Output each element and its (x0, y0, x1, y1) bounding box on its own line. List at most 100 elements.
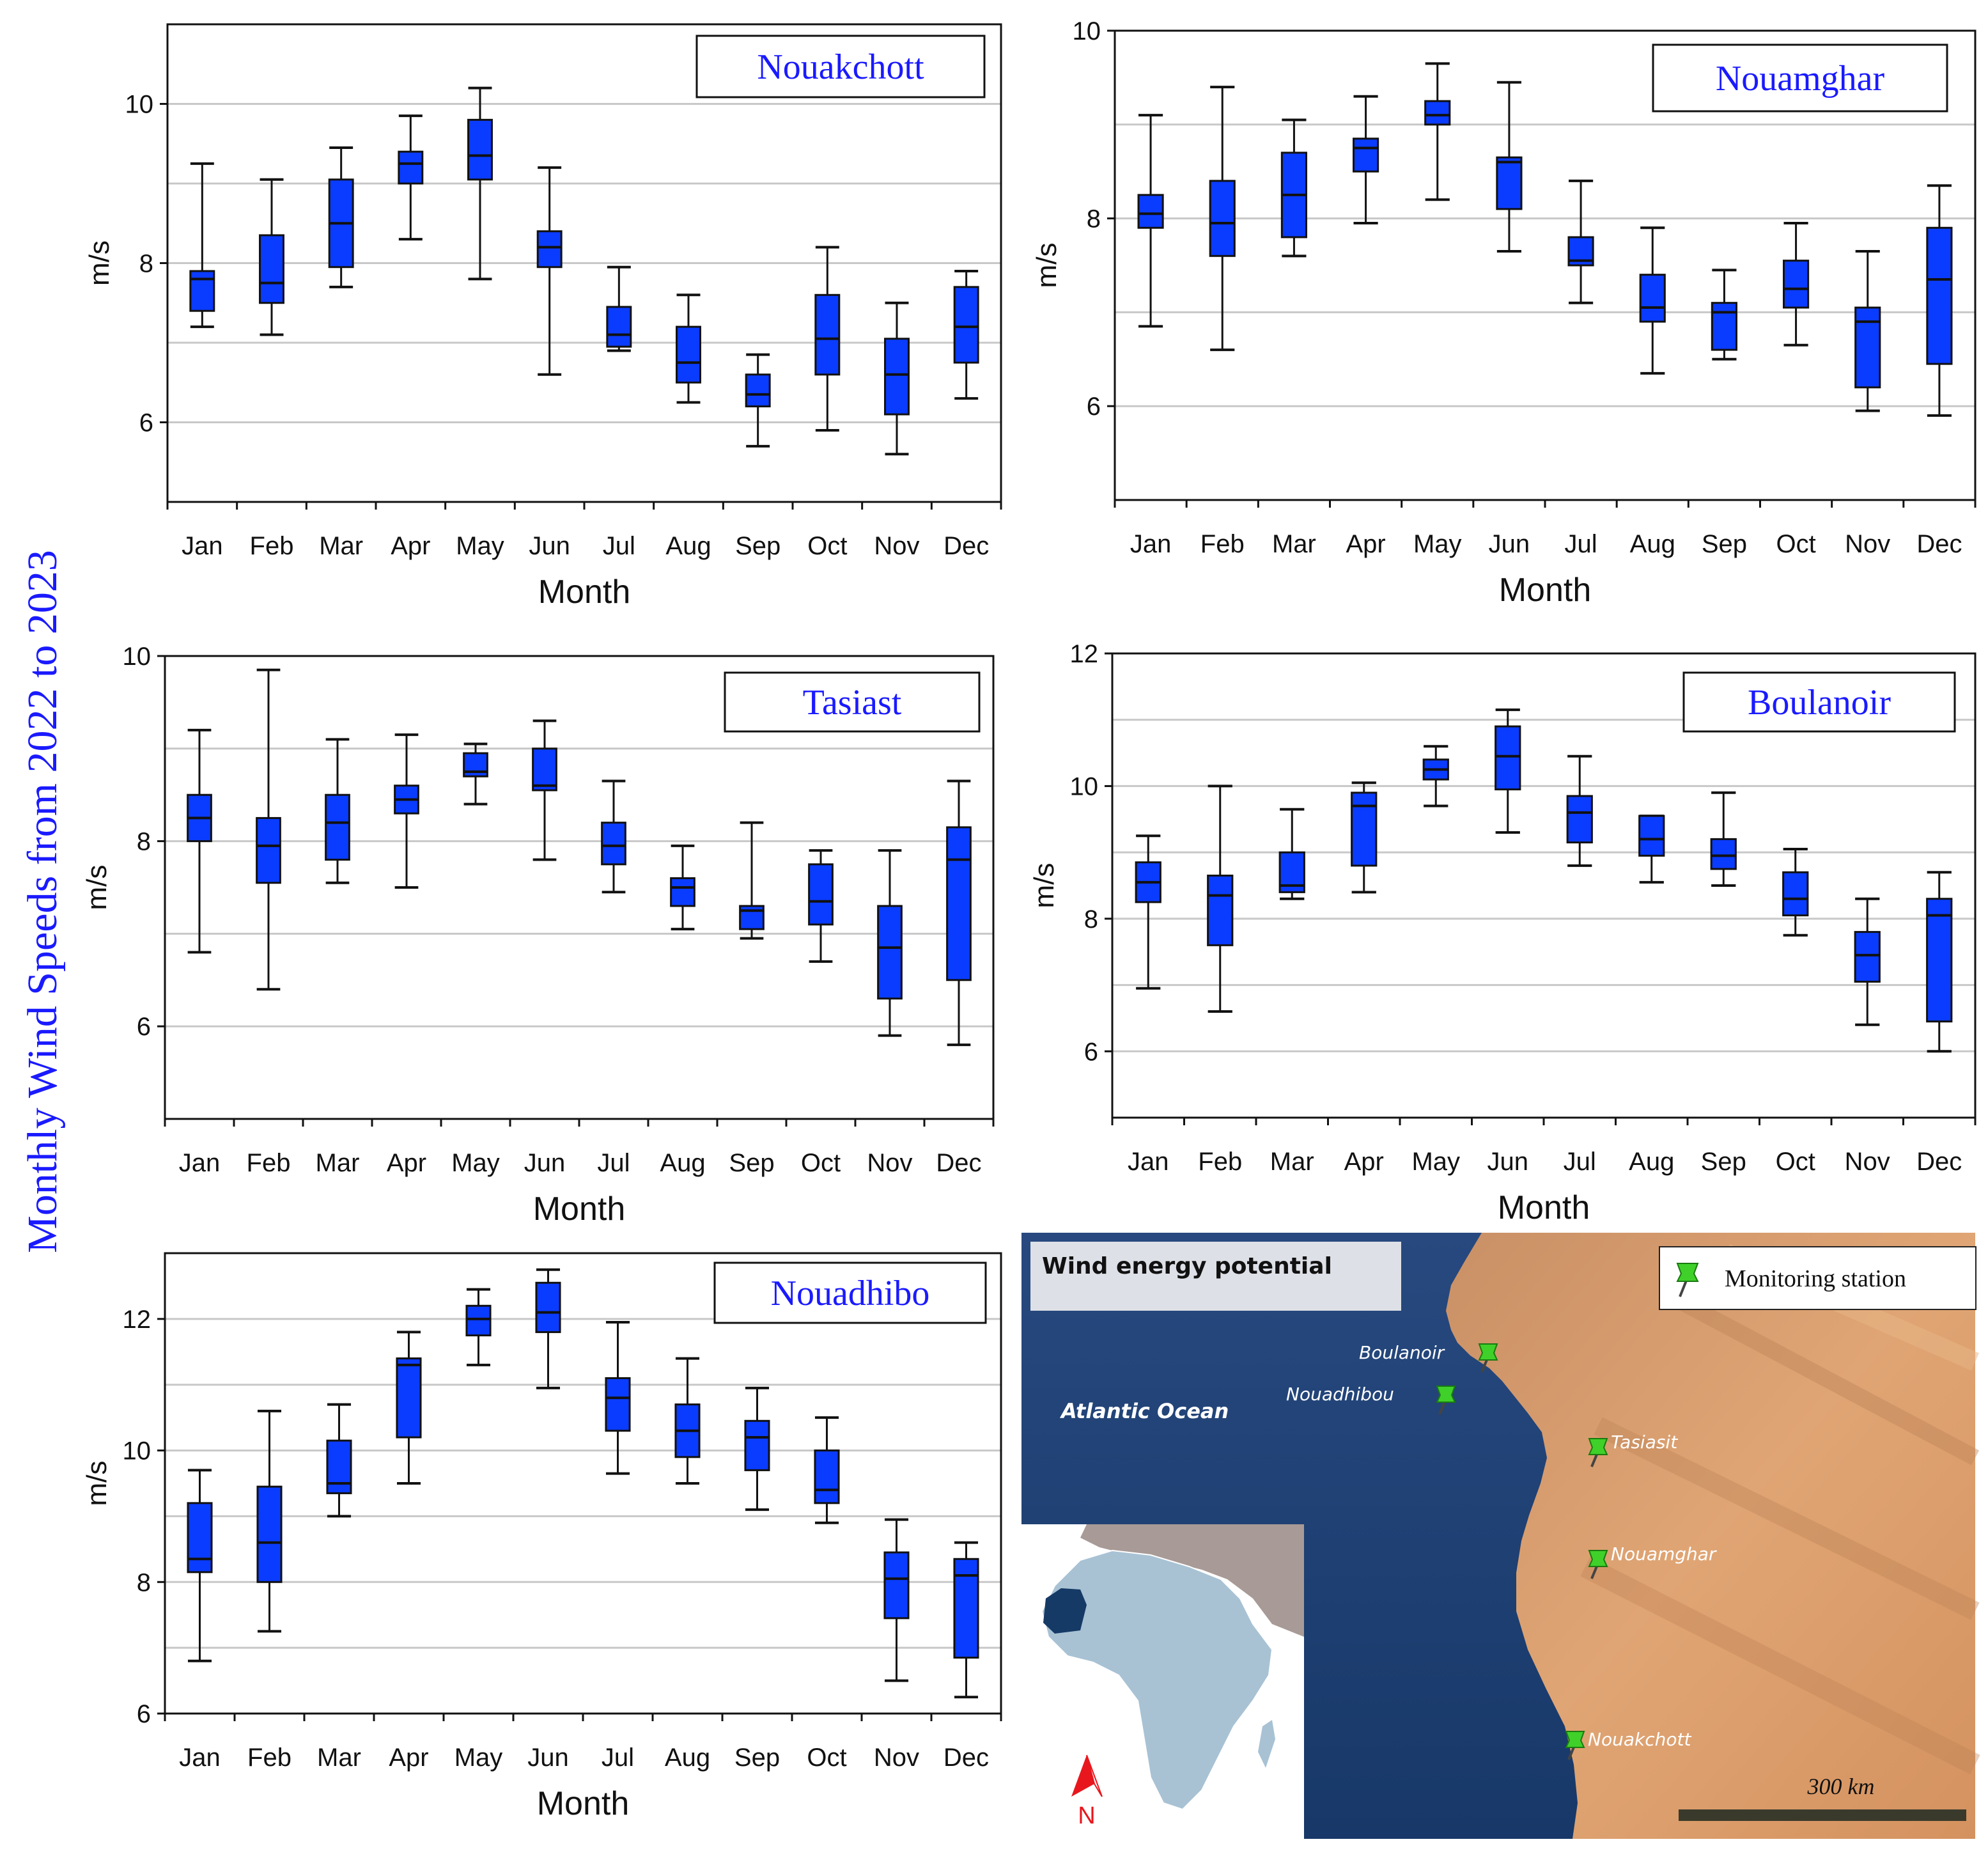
iqr-box (259, 234, 284, 304)
box-feb (1207, 785, 1234, 1013)
chart-title: Nouamghar (1716, 59, 1885, 98)
box-jun (536, 166, 563, 376)
box-dec (953, 269, 979, 400)
chart-boulanoir: 6 8 10 12 Jan Feb Mar Apr May Jun Jul Aug Sep Oct Nov D… (1029, 640, 1976, 1226)
x-tick-label-sep: Sep (729, 1149, 774, 1177)
x-tick-label-jun: Jun (524, 1149, 566, 1177)
y-axis-label: m/s (84, 240, 115, 286)
station-nouadhibou: Nouadhibou (1286, 1384, 1456, 1415)
iqr-box (1424, 100, 1451, 126)
y-tick-label: 8 (139, 250, 153, 278)
y-axis-label: m/s (1031, 243, 1062, 288)
box-oct (808, 849, 834, 963)
x-tick-label-nov: Nov (1845, 1148, 1890, 1176)
box-may (463, 742, 488, 806)
iqr-box (1854, 931, 1881, 983)
iqr-box (467, 118, 493, 181)
station-pin-icon (1588, 1438, 1608, 1467)
box-apr (1351, 781, 1378, 894)
station-boulanoir: Boulanoir (1359, 1342, 1498, 1373)
map-title-box (1030, 1242, 1401, 1311)
box-sep (1710, 791, 1737, 887)
x-tick-label-jul: Jul (1565, 530, 1597, 558)
chart-nouadhibo: 6 8 10 12 Jan Feb Mar Apr May Jun Jul Aug Sep Oct Nov D… (81, 1252, 1002, 1822)
y-tick-label: 6 (1084, 1038, 1098, 1066)
y-tick-label: 10 (1073, 17, 1101, 45)
x-tick-label-sep: Sep (1701, 1148, 1746, 1176)
legend-pin-icon (1676, 1263, 1699, 1297)
box-sep (739, 821, 765, 940)
box-may (1422, 745, 1449, 808)
x-tick-label-nov: Nov (874, 532, 919, 560)
x-tick-label-feb: Feb (1200, 530, 1245, 558)
box-aug (676, 293, 701, 404)
x-tick-label-may: May (454, 1744, 503, 1772)
x-tick-label-jun: Jun (1487, 1148, 1529, 1176)
box-aug (1639, 226, 1666, 375)
y-axis-label: m/s (1029, 863, 1060, 909)
y-axis-label: m/s (81, 1461, 113, 1506)
iqr-box (398, 150, 424, 185)
box-oct (1782, 847, 1809, 937)
figure-super-ylabel: Monthly Wind Speeds from 2022 to 2023 (19, 550, 66, 1253)
box-nov (884, 301, 910, 456)
x-tick-label-mar: Mar (317, 1744, 361, 1772)
station-nouamghar: Nouamghar (1588, 1543, 1717, 1579)
box-sep (744, 1386, 770, 1511)
x-axis-label: Month (538, 574, 631, 611)
box-mar (328, 146, 354, 288)
iqr-box (396, 1357, 422, 1439)
iqr-box (814, 293, 841, 376)
iqr-box (1137, 194, 1164, 229)
box-jan (189, 162, 215, 329)
chart-title-box (713, 1261, 987, 1324)
box-nov (877, 849, 903, 1037)
box-dec (946, 779, 972, 1047)
iqr-box (606, 306, 632, 348)
box-dec (1926, 184, 1953, 417)
iqr-box (953, 1558, 979, 1659)
x-tick-label-mar: Mar (1270, 1148, 1314, 1176)
x-tick-label-oct: Oct (807, 1744, 846, 1772)
iqr-box (601, 822, 626, 866)
x-tick-label-oct: Oct (1776, 530, 1815, 558)
iqr-box (744, 1419, 770, 1471)
box-nov (883, 1518, 910, 1682)
box-jun (1495, 708, 1521, 834)
iqr-box (1926, 226, 1953, 365)
box-jun (1496, 81, 1523, 253)
x-tick-label-aug: Aug (1630, 530, 1675, 558)
box-jan (1135, 834, 1161, 990)
x-tick-label-nov: Nov (1845, 530, 1890, 558)
x-tick-label-aug: Aug (665, 1744, 710, 1772)
box-mar (325, 738, 350, 884)
iqr-box (1207, 874, 1234, 946)
map-legend-box (1659, 1246, 1976, 1310)
x-tick-label-dec: Dec (936, 1149, 981, 1177)
chart-tasiast: 6 8 10 Jan Feb Mar Apr May Jun Jul Aug Sep Oct Nov Dec… (81, 643, 995, 1228)
box-mar (326, 1403, 352, 1518)
iqr-box (883, 1551, 910, 1620)
box-aug (1638, 815, 1665, 884)
x-tick-label-oct: Oct (801, 1149, 841, 1177)
x-tick-label-jul: Jul (597, 1149, 630, 1177)
iqr-box (532, 747, 557, 792)
station-pin-icon (1588, 1550, 1608, 1579)
inset-eurasia (1080, 1524, 1304, 1637)
box-jul (606, 265, 632, 352)
x-axis-label: Month (1499, 572, 1592, 609)
iqr-box (745, 373, 771, 408)
y-tick-label: 12 (123, 1306, 151, 1334)
iqr-box (877, 905, 903, 1000)
y-tick-label: 6 (1087, 393, 1101, 421)
box-jun (532, 719, 557, 861)
iqr-box (946, 826, 972, 981)
y-tick-label: 6 (137, 1013, 151, 1041)
iqr-box (189, 270, 215, 312)
box-sep (745, 353, 771, 448)
box-jan (187, 728, 212, 954)
y-tick-label: 8 (1084, 905, 1098, 933)
x-tick-label-oct: Oct (1776, 1148, 1815, 1176)
box-may (1424, 62, 1451, 201)
x-tick-label-mar: Mar (316, 1149, 360, 1177)
